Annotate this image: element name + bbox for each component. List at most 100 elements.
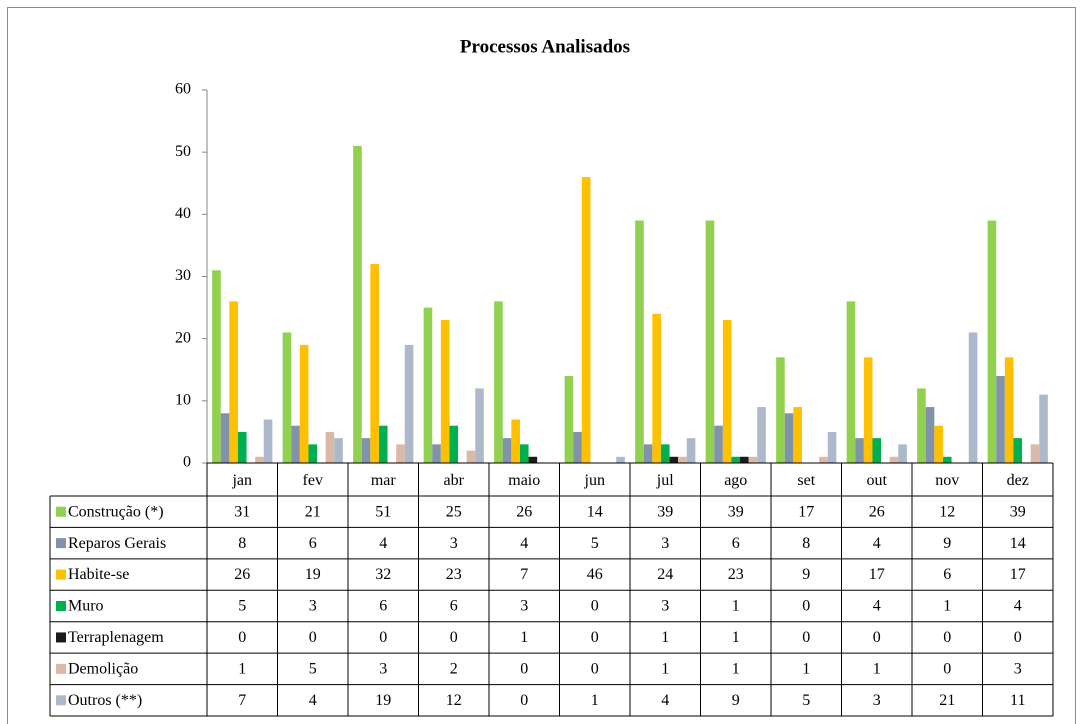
x-tick-label: maio [508, 472, 540, 489]
bar [353, 145, 362, 463]
table-value: 3 [309, 598, 317, 615]
bar [705, 220, 715, 463]
bar [748, 456, 758, 463]
table-value: 1 [591, 692, 599, 709]
table-value: 46 [587, 566, 603, 583]
bar [643, 444, 653, 463]
y-tick-label: 50 [175, 143, 191, 160]
legend-label: Construção (*) [68, 503, 164, 520]
bar [1039, 394, 1048, 463]
table-value: 5 [238, 598, 246, 615]
y-tick-label: 0 [183, 454, 191, 471]
table-value: 5 [309, 661, 317, 678]
bar [255, 456, 264, 463]
table-value: 6 [309, 535, 317, 552]
table-value: 17 [798, 503, 814, 520]
table-value: 14 [1010, 535, 1026, 552]
table-value: 21 [305, 503, 321, 520]
x-tick-label: jan [231, 472, 252, 489]
table-value: 1 [732, 661, 740, 678]
table-value: 6 [732, 535, 740, 552]
table-value: 23 [446, 566, 462, 583]
bar [846, 301, 856, 463]
table-value: 7 [238, 692, 246, 709]
bar [378, 425, 388, 463]
bar [917, 388, 926, 463]
x-tick-label: set [797, 472, 815, 489]
bar [511, 419, 520, 463]
table-value: 26 [869, 503, 885, 520]
table-value: 21 [939, 692, 955, 709]
bar [423, 307, 433, 463]
bar [308, 444, 318, 463]
table-value: 39 [1010, 503, 1026, 520]
bar [519, 444, 529, 463]
table-value: 23 [728, 566, 744, 583]
table-value: 1 [661, 661, 669, 678]
table-value: 1 [661, 629, 669, 646]
table-value: 0 [802, 598, 810, 615]
y-tick-label: 10 [175, 392, 191, 409]
legend-label: Demolição [68, 661, 138, 678]
bar [722, 320, 732, 463]
bar [669, 456, 679, 463]
legend-swatch [56, 569, 66, 580]
x-tick-label: mar [371, 472, 397, 489]
table-value: 26 [234, 566, 250, 583]
bar [475, 388, 484, 463]
bar [370, 264, 379, 463]
bar [404, 344, 414, 463]
x-tick-label: jun [584, 472, 605, 489]
table-value: 11 [1010, 692, 1025, 709]
table-value: 3 [450, 535, 458, 552]
table-value: 1 [873, 661, 881, 678]
bar [299, 344, 309, 463]
bar [757, 407, 766, 463]
bar [581, 177, 591, 464]
table-value: 1 [802, 661, 810, 678]
bar [361, 438, 371, 463]
table-value: 9 [802, 566, 810, 583]
table-value: 1 [238, 661, 246, 678]
table-value: 1 [943, 598, 951, 615]
bar [440, 320, 450, 463]
x-tick-label: jul [656, 472, 674, 489]
bar [819, 456, 828, 463]
bar [616, 456, 625, 463]
legend-swatch [56, 506, 66, 517]
bar [432, 444, 441, 463]
table-value: 24 [657, 566, 673, 583]
table-value: 3 [1014, 661, 1022, 678]
table-value: 8 [802, 535, 810, 552]
legend-label: Reparos Gerais [68, 535, 166, 552]
table-value: 19 [305, 566, 321, 583]
bar [872, 438, 882, 463]
table-value: 39 [728, 503, 744, 520]
table-value: 1 [732, 598, 740, 615]
table-value: 0 [450, 629, 458, 646]
bar [987, 220, 997, 463]
bar [855, 438, 864, 463]
bar [466, 450, 476, 463]
y-tick-label: 60 [175, 81, 191, 98]
table-value: 4 [520, 535, 528, 552]
table-value: 32 [375, 566, 391, 583]
bar [660, 444, 670, 463]
bar [334, 438, 343, 463]
table-value: 1 [520, 629, 528, 646]
table-value: 3 [520, 598, 528, 615]
bar [863, 357, 873, 463]
bar [686, 438, 696, 463]
table-value: 8 [238, 535, 246, 552]
y-tick-label: 40 [175, 205, 191, 222]
table-value: 0 [520, 692, 528, 709]
legend-label: Outros (**) [68, 692, 142, 709]
table-value: 6 [379, 598, 387, 615]
table-value: 5 [591, 535, 599, 552]
bar [776, 357, 785, 463]
table-value: 25 [446, 503, 462, 520]
x-tick-label: dez [1007, 472, 1029, 489]
table-value: 0 [309, 629, 317, 646]
